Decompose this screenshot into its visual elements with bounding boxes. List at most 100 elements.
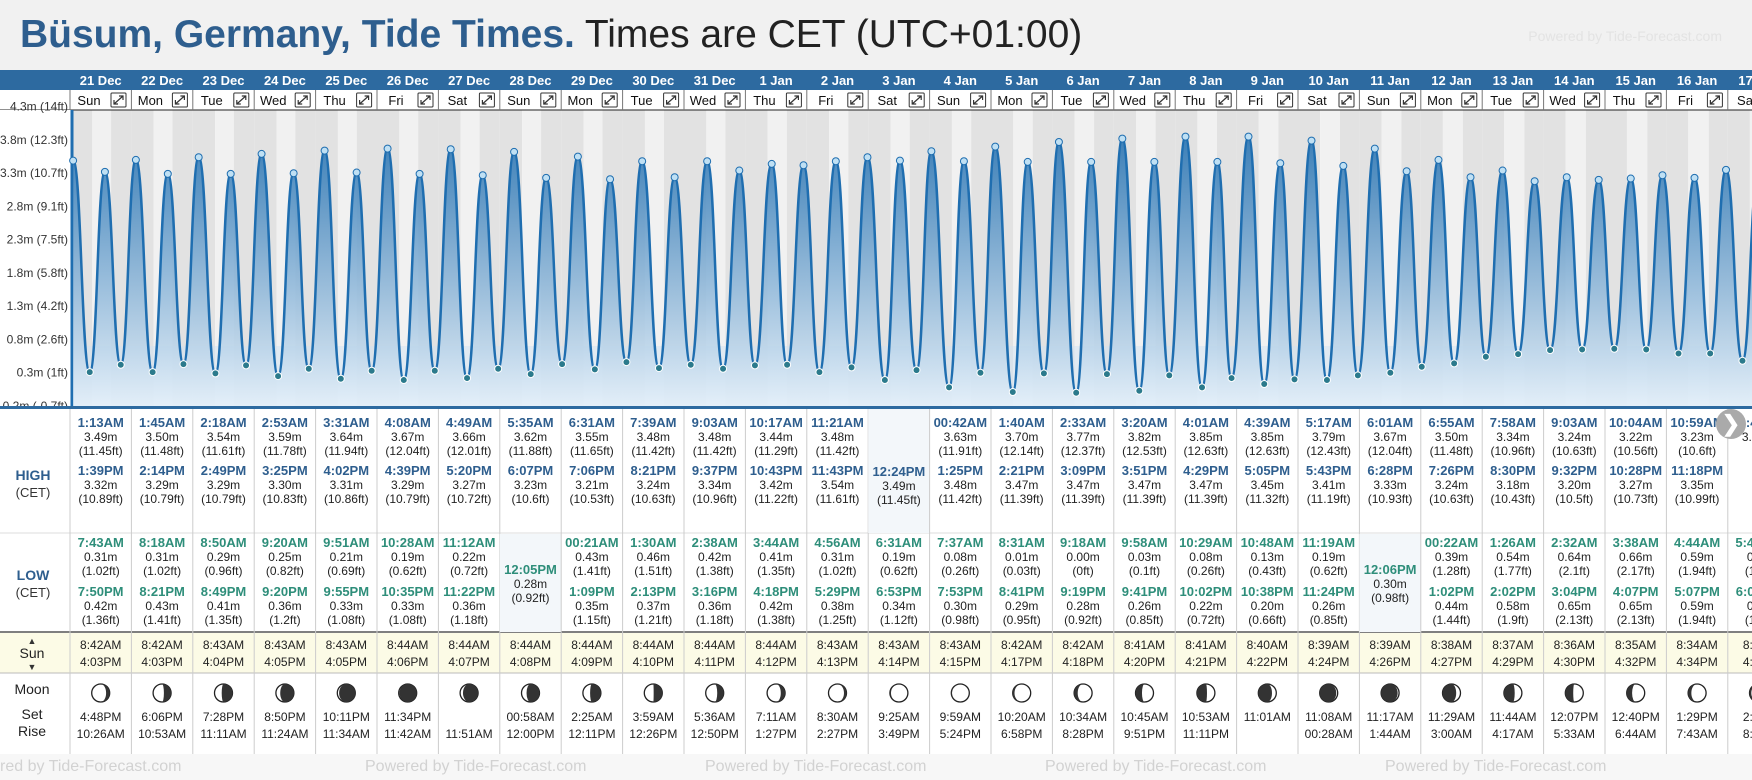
high-tide-time: 1:39PM xyxy=(78,463,124,478)
y-tick-label: 3.3m (10.7ft) xyxy=(0,166,68,180)
high-tide-height-m: 3.59m xyxy=(268,430,301,444)
low-tide-height-m: 0.66m xyxy=(1619,550,1652,564)
low-tide-height-m: 0.46m xyxy=(637,550,670,564)
high-tide-time: 3:20AM xyxy=(1121,415,1167,430)
sunrise-time: 8:36AM xyxy=(1554,638,1595,652)
low-tide-point xyxy=(1290,375,1299,384)
high-tide-height-m: 3.55m xyxy=(575,430,608,444)
moonset-time: 11:34PM xyxy=(384,710,431,724)
sunrise-time: 8:42AM xyxy=(1001,638,1042,652)
high-tide-height-ft: (10.63ft) xyxy=(631,492,676,506)
low-tide-time: 1:26AM xyxy=(1490,535,1536,550)
high-tide-point xyxy=(1626,174,1635,183)
high-tide-height-ft: (12.14ft) xyxy=(999,444,1044,458)
low-tide-height-m: 0.19m xyxy=(391,550,424,564)
high-tide-height-m: 3.27m xyxy=(1619,478,1652,492)
high-tide-point xyxy=(767,159,776,168)
footer-powered-3: Powered by Tide-Forecast.com xyxy=(705,758,927,775)
expand-arrow-glyph xyxy=(604,95,615,105)
low-tide-point xyxy=(1165,371,1174,380)
title-location: Büsum, Germany, Tide Times. xyxy=(20,13,575,56)
high-tide-height-m: 3.82m xyxy=(1128,430,1161,444)
low-tide-time: 8:41PM xyxy=(999,584,1045,599)
high-tide-point xyxy=(510,147,519,156)
high-tide-point xyxy=(383,144,392,153)
sunset-time: 4:15PM xyxy=(940,655,981,669)
moonset-time: 10:20AM xyxy=(998,710,1046,724)
high-tide-height-ft: (10.93ft) xyxy=(1368,492,1413,506)
sunset-time: 4:30PM xyxy=(1554,655,1595,669)
low-tide-time: 9:20AM xyxy=(262,535,308,550)
low-tide-height-m: 0.22m xyxy=(452,550,485,564)
high-tide-point xyxy=(478,171,487,180)
expand-arrow-glyph xyxy=(1648,95,1659,105)
low-tide-height-ft: (0.1ft) xyxy=(1129,564,1160,578)
low-tide-height-m: 0.38m xyxy=(821,599,854,613)
next-days-arrow-button[interactable]: ❯ xyxy=(1716,409,1746,439)
low-tide-height-ft: (1.18ft) xyxy=(450,613,488,627)
moonset-time: 2:25AM xyxy=(571,710,612,724)
high-tide-height-m: 3.31m xyxy=(330,478,363,492)
moonrise-time: 8:28PM xyxy=(1062,727,1103,741)
high-tide-height-ft: (10.89ft) xyxy=(78,492,123,506)
moon-phase-shadow xyxy=(1626,684,1636,702)
low-tide-time: 5:44AM xyxy=(1735,535,1752,550)
low-tide-height-m: 0.31m xyxy=(821,550,854,564)
moonrise-time: 3:00AM xyxy=(1431,727,1472,741)
day-date-label: 14 Jan xyxy=(1554,73,1595,88)
low-tide-height-ft: (1.35ft) xyxy=(757,564,795,578)
low-tide-height-ft: (0.03ft) xyxy=(1003,564,1041,578)
low-tide-time: 10:28AM xyxy=(381,535,434,550)
sunset-time: 4:34PM xyxy=(1676,655,1717,669)
moon-phase-shadow xyxy=(100,684,110,702)
moon-phase-shadow xyxy=(1381,684,1398,702)
high-tide-height-ft: (12.04ft) xyxy=(385,444,430,458)
moonset-time: 9:25AM xyxy=(878,710,919,724)
day-weekday-label: Thu xyxy=(1183,93,1205,108)
high-tide-height-ft: (11.29ft) xyxy=(754,444,798,458)
high-row-unit: (CET) xyxy=(16,485,51,500)
high-tide-height-m: 3.24m xyxy=(637,478,670,492)
high-tide-time: 3:51PM xyxy=(1122,463,1168,478)
high-tide-point xyxy=(1690,173,1699,182)
expand-arrow-glyph xyxy=(297,95,308,105)
low-tide-point xyxy=(686,360,695,369)
moonset-time: 7:28PM xyxy=(203,710,244,724)
footer-watermark: Powered by Tide-Forecast.com Powered by … xyxy=(0,754,1752,780)
high-tide-time: 7:39AM xyxy=(630,415,676,430)
day-weekday-label: Sat xyxy=(448,93,468,108)
high-tide-point xyxy=(100,167,109,176)
expand-arrow-glyph xyxy=(359,95,370,105)
day-date-label: 31 Dec xyxy=(694,73,736,88)
low-tide-height-m: 0.08m xyxy=(944,550,977,564)
high-tide-time: 11:18PM xyxy=(1671,463,1723,478)
low-tide-point xyxy=(274,372,283,381)
day-date-label: 25 Dec xyxy=(325,73,367,88)
moonrise-time: 12:26PM xyxy=(629,727,677,741)
low-tide-height-m: 0.31m xyxy=(84,550,117,564)
high-tide-point xyxy=(163,169,172,178)
high-tide-time: 4:29PM xyxy=(1183,463,1229,478)
low-tide-point xyxy=(976,368,985,377)
high-tide-point xyxy=(352,168,361,177)
high-tide-height-ft: (10.6ft) xyxy=(511,492,549,506)
low-tide-height-m: 0.44m xyxy=(1435,599,1468,613)
low-tide-height-m: 0.29m xyxy=(207,550,240,564)
moon-phase-shadow xyxy=(776,684,786,702)
high-tide-height-m: 3.77m xyxy=(1066,430,1099,444)
sunset-time: 4:32PM xyxy=(1615,655,1656,669)
low-tide-point xyxy=(654,364,663,373)
high-tide-height-ft: (11.39ft) xyxy=(1000,492,1044,506)
low-tide-height-ft: (0.69ft) xyxy=(327,564,365,578)
low-tide-height-m: 0.26m xyxy=(1312,599,1345,613)
low-tide-height-m: 0.28m xyxy=(1066,599,1099,613)
low-tide-time: 7:43AM xyxy=(78,535,124,550)
high-tide-time: 4:02PM xyxy=(324,463,370,478)
high-tide-height-m: 3.42m xyxy=(759,478,792,492)
low-tide-height-ft: (1.94ft) xyxy=(1678,564,1716,578)
high-tide-height-ft: (11.48ft) xyxy=(1430,444,1474,458)
high-tide-height-m: 3.32m xyxy=(84,478,117,492)
high-tide-height-ft: (10.79ft) xyxy=(385,492,430,506)
high-tide-height-m: 3.66m xyxy=(452,430,485,444)
low-tide-height-m: 0.33m xyxy=(391,599,424,613)
